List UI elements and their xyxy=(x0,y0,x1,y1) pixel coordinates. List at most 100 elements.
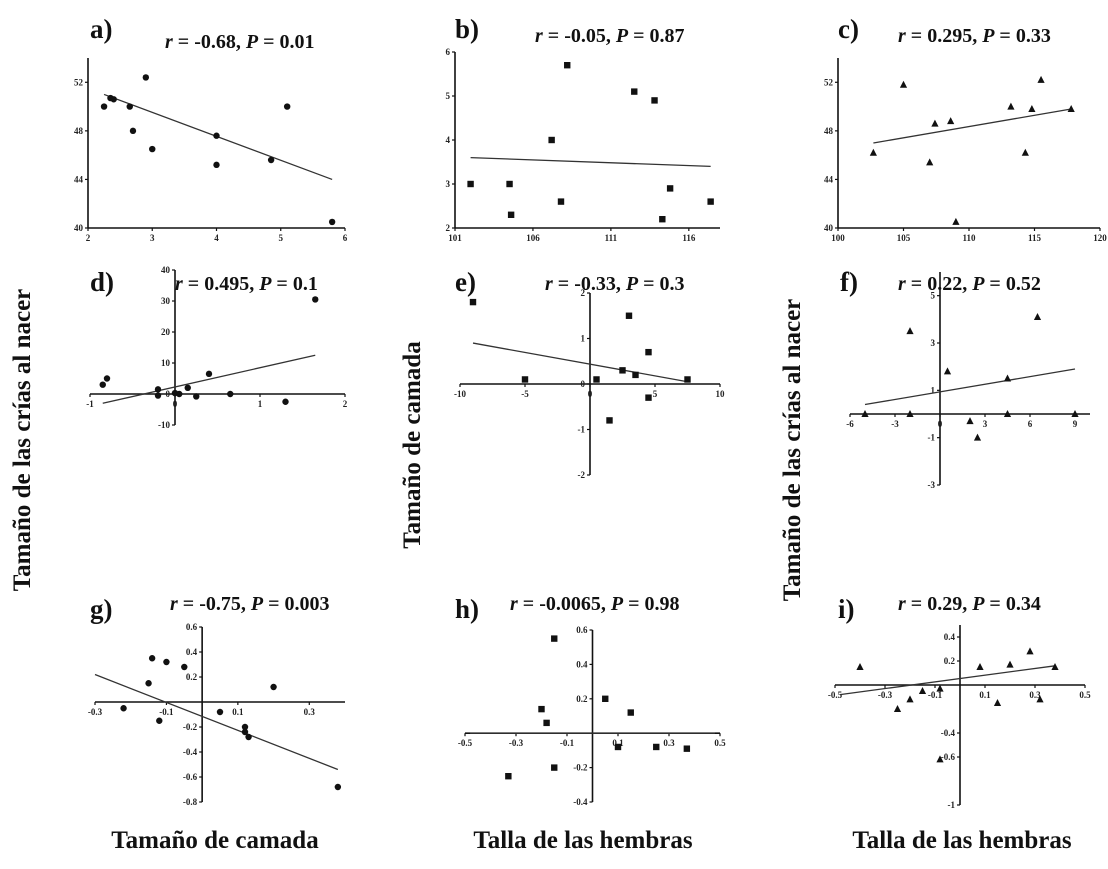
data-point xyxy=(918,687,927,694)
y-tick-label: 44 xyxy=(74,174,84,184)
trend-line xyxy=(839,665,1056,696)
y-tick-label: 3 xyxy=(446,179,451,189)
data-point xyxy=(966,417,974,425)
data-point xyxy=(551,764,558,771)
x-tick-label: 0 xyxy=(173,399,178,409)
y-tick-label: 0.2 xyxy=(944,656,956,666)
data-point xyxy=(906,327,914,335)
y-tick-label: 0.2 xyxy=(576,694,588,704)
data-point xyxy=(557,198,565,205)
data-point xyxy=(282,398,289,405)
stat-annotation: r = -0.68, P = 0.01 xyxy=(165,31,314,53)
y-tick-label: 6 xyxy=(446,47,451,57)
x-tick-label: 5 xyxy=(279,233,284,243)
data-point xyxy=(651,97,658,104)
data-point xyxy=(543,719,550,727)
x-tick-label: -6 xyxy=(846,419,854,429)
panel-b: b) r = -0.05, P = 0.87 101 106 111 116 2 3 4 5 6 xyxy=(446,14,720,243)
data-point xyxy=(1026,647,1034,655)
x-tick-label: 10 xyxy=(716,389,726,399)
y-tick-label: 0.2 xyxy=(186,672,198,682)
p-value: = 0.52 xyxy=(984,273,1040,295)
panel-g: g) r = -0.75, P = 0.003 -0.3 -0.1 0.1 0.3 -0.8… xyxy=(88,593,345,807)
stat-annotation: r = -0.0065, P = 0.98 xyxy=(510,593,679,615)
data-point xyxy=(614,743,622,751)
data-point xyxy=(99,381,106,388)
y-tick-label: 0 xyxy=(166,389,171,399)
data-point xyxy=(241,723,249,731)
y-tick-label: 5 xyxy=(931,291,936,301)
trend-line xyxy=(94,673,339,771)
y-tick-label: 4 xyxy=(446,135,451,145)
r-value: = -0.05, xyxy=(543,25,616,47)
y-tick-label: -1 xyxy=(928,433,936,443)
x-tick-label: -0.3 xyxy=(88,707,103,717)
x-tick-label: 0.3 xyxy=(304,707,316,717)
y-tick-label: -0.2 xyxy=(183,722,198,732)
y-tick-label: -0.8 xyxy=(183,797,198,807)
x-tick-label: 0 xyxy=(588,389,593,399)
panel-h: h) r = -0.0065, P = 0.98 -0.5 -0.3 -0.1 0.1 0.… xyxy=(455,593,726,807)
y-tick-label: 40 xyxy=(824,223,834,233)
stat-annotation: r = 0.295, P = 0.33 xyxy=(898,25,1051,47)
data-point xyxy=(645,348,652,356)
data-point xyxy=(1007,102,1015,110)
data-point xyxy=(856,663,864,670)
x-tick-label: 3 xyxy=(150,233,155,243)
y-tick-label: 48 xyxy=(74,126,84,136)
y-tick-label: -0.4 xyxy=(183,747,198,757)
data-point xyxy=(270,683,277,691)
y-tick-label: -1 xyxy=(578,425,586,435)
x-tick-label: 3 xyxy=(983,419,988,429)
data-point xyxy=(469,298,477,306)
y-tick-label: 2 xyxy=(581,288,586,298)
data-point xyxy=(943,367,952,375)
panel-label: i) xyxy=(838,594,855,624)
y-tick-label: -2 xyxy=(578,470,586,480)
y-tick-label: 1 xyxy=(931,385,936,395)
x-tick-label: 111 xyxy=(605,233,618,243)
y-tick-label: -0.4 xyxy=(941,728,956,738)
data-point xyxy=(148,655,156,662)
panel-f: f) r = 0.22, P = 0.52 -6 -3 0 3 6 9 -3 -1 1 3 5 xyxy=(840,267,1090,490)
x-tick-label: 0.1 xyxy=(979,690,991,700)
r-value: = -0.75, xyxy=(178,593,251,615)
y-tick-label: 44 xyxy=(824,174,834,184)
data-point xyxy=(906,410,914,417)
x-tick-label: 105 xyxy=(897,233,911,243)
data-point xyxy=(627,709,634,716)
data-point xyxy=(334,783,342,791)
y-tick-label: 0.4 xyxy=(576,659,588,669)
data-point xyxy=(1067,105,1075,112)
data-point xyxy=(145,680,152,687)
data-point xyxy=(976,663,984,670)
data-point xyxy=(602,695,609,702)
data-point xyxy=(926,158,934,166)
data-point xyxy=(467,180,474,188)
data-point xyxy=(931,119,939,127)
data-point xyxy=(973,433,982,441)
data-point xyxy=(120,705,127,712)
data-point xyxy=(1037,75,1045,83)
x-tick-label: 0.1 xyxy=(612,738,624,748)
data-point xyxy=(241,728,249,736)
x-tick-label: -0.3 xyxy=(509,738,524,748)
data-point xyxy=(507,211,515,218)
y-tick-label: 30 xyxy=(161,296,171,306)
y-tick-label: -0.2 xyxy=(573,763,588,773)
x-tick-label: 100 xyxy=(831,233,845,243)
x-tick-label: -0.3 xyxy=(878,690,893,700)
trend-line xyxy=(102,354,316,404)
x-tick-label: 4 xyxy=(214,233,219,243)
data-point xyxy=(267,156,275,164)
data-point xyxy=(548,136,555,144)
data-point xyxy=(683,745,691,752)
data-point xyxy=(993,699,1002,706)
panel-c: c) r = 0.295, P = 0.33 100 105 110 115 120 40 44… xyxy=(824,14,1107,243)
y-tick-label: 0.4 xyxy=(944,632,956,642)
y-axis-label-left: Tamaño de las crías al nacer xyxy=(9,289,36,592)
r-value: = 0.22, xyxy=(906,273,972,295)
data-point xyxy=(632,371,639,379)
data-point xyxy=(156,717,163,724)
